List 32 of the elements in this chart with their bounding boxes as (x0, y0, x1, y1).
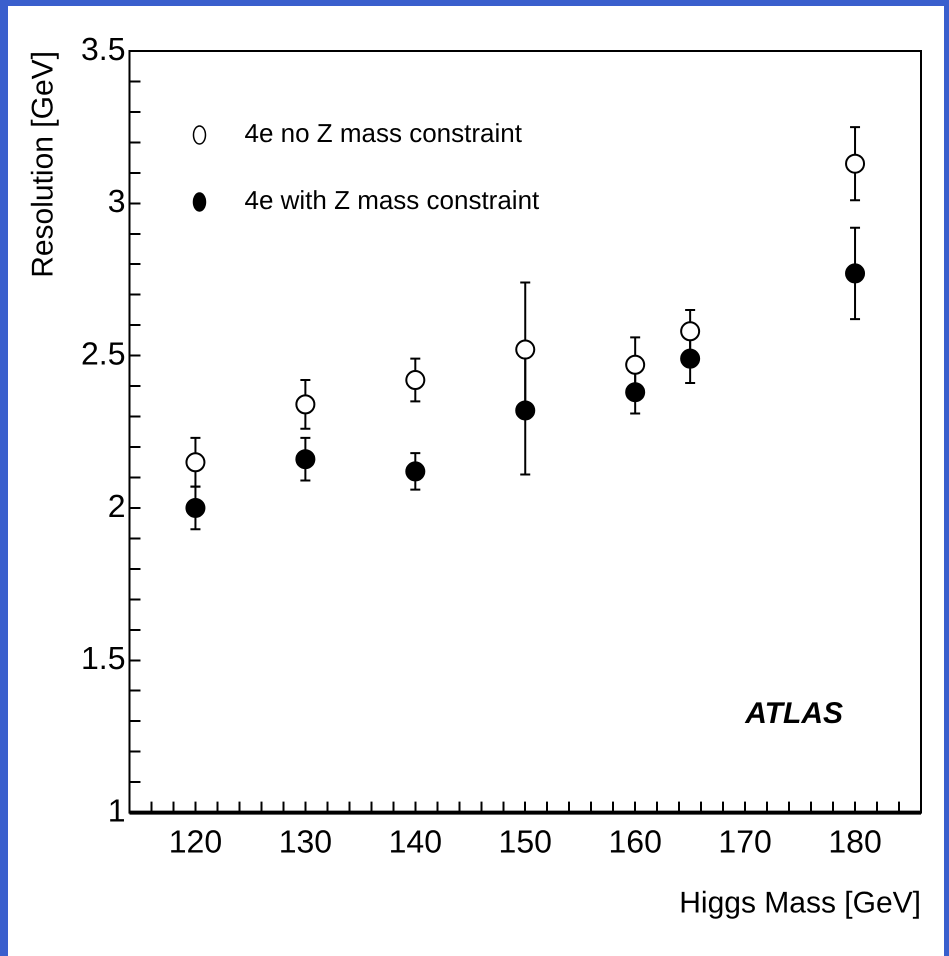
x-tick-label: 160 (608, 824, 662, 860)
y-tick-label: 1 (108, 792, 126, 828)
x-tick-label: 130 (278, 824, 332, 860)
point (845, 154, 866, 174)
legend-label: 4e with Z mass constraint (244, 185, 540, 216)
x-tick-label: 120 (168, 824, 222, 860)
point (680, 321, 700, 342)
point (405, 461, 426, 482)
point (680, 348, 700, 369)
x-tick-label: 170 (718, 824, 772, 860)
y-tick-label: 2 (108, 488, 126, 524)
point (185, 452, 206, 472)
y-tick-label: 3 (108, 183, 126, 220)
annotation: ATLAS (744, 696, 843, 730)
y-tick-label: 2.5 (81, 335, 126, 372)
x-axis-title: Higgs Mass [GeV] (679, 886, 921, 920)
point (845, 263, 866, 284)
point (295, 394, 316, 414)
point (405, 370, 426, 390)
point (515, 340, 536, 360)
point (625, 354, 646, 375)
x-tick-label: 150 (498, 824, 552, 860)
point (515, 400, 536, 420)
x-tick-label: 180 (828, 824, 882, 860)
y-tick-label: 1.5 (81, 640, 126, 676)
point (185, 498, 206, 518)
point (625, 382, 646, 402)
legend-label: 4e no Z mass constraint (244, 118, 523, 148)
point (295, 449, 316, 470)
y-axis-title: Resolution [GeV] (26, 51, 60, 278)
y-tick-label: 3.5 (81, 30, 126, 67)
x-tick-label: 140 (388, 824, 442, 860)
